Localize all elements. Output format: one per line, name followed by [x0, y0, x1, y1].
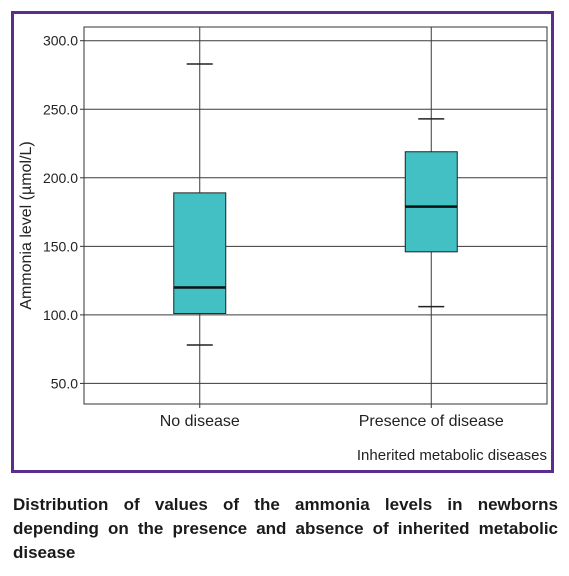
y-axis: 50.0 100.0 150.0 200.0 250.0 300.0: [43, 33, 84, 391]
x-axis-label: Inherited metabolic diseases: [357, 447, 547, 464]
figure-caption: Distribution of values of the ammonia le…: [13, 495, 558, 562]
box-2: [404, 118, 458, 308]
x-tick-label: No disease: [160, 413, 240, 430]
y-tick-label: 250.0: [43, 101, 78, 117]
x-axis-ticks: No disease Presence of disease: [160, 404, 504, 430]
plot-area: [83, 26, 548, 405]
x-tick-label: Presence of disease: [359, 413, 504, 430]
iqr-box: [404, 151, 458, 253]
y-axis-label: Ammonia level (µmol/L): [18, 141, 35, 309]
box-1: [173, 63, 227, 346]
gridlines: [84, 40, 547, 384]
y-tick-label: 300.0: [43, 33, 78, 49]
boxplot-chart: 50.0 100.0 150.0 200.0 250.0 300.0 No disease…: [18, 26, 548, 464]
y-tick-label: 150.0: [43, 238, 78, 254]
boxes: [173, 63, 458, 346]
iqr-box: [173, 192, 227, 315]
y-tick-label: 200.0: [43, 170, 78, 186]
y-tick-label: 100.0: [43, 307, 78, 323]
y-tick-label: 50.0: [51, 375, 78, 391]
